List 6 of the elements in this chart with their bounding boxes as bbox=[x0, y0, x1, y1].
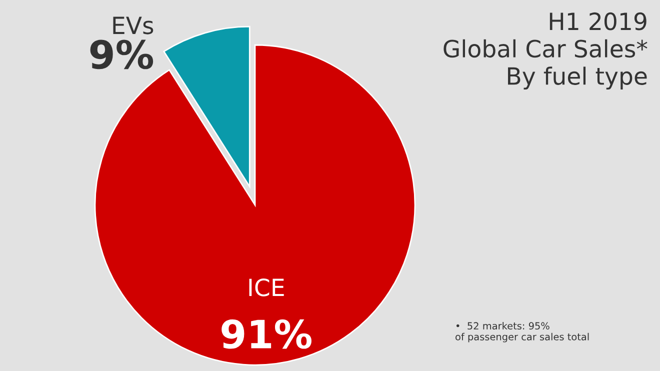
data-label: 9% bbox=[90, 40, 154, 70]
text: H1 2019 Global Car Sales* By fuel type bbox=[444, 12, 648, 90]
slice-label: EVs bbox=[113, 16, 154, 34]
text: • 52 markets: 95% of passenger car sales total bbox=[456, 322, 589, 342]
slice-label: ICE bbox=[249, 278, 284, 296]
data-label: 91% bbox=[222, 319, 312, 349]
